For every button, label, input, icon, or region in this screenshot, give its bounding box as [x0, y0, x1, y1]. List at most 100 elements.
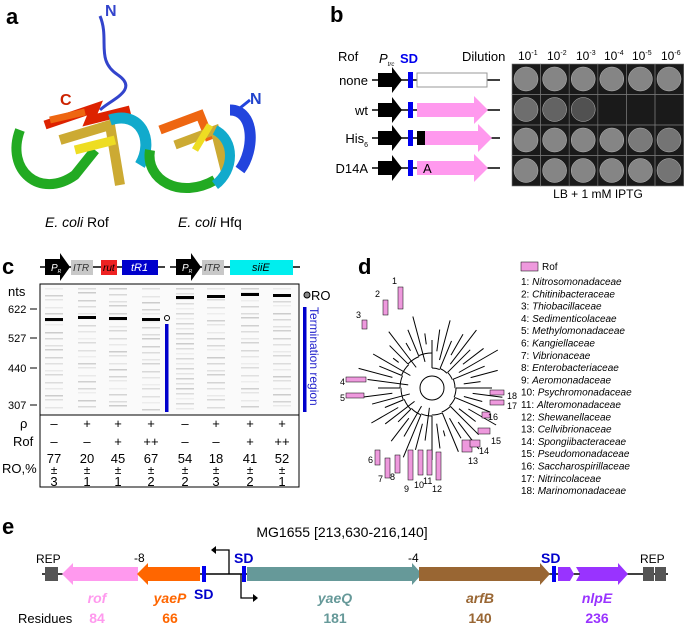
colony-spot: [599, 66, 625, 92]
tree-branch: [454, 397, 491, 413]
leaf-number: 7: [378, 474, 383, 484]
construct-2: PR ITR siiE: [170, 253, 300, 281]
gel-image: [39, 283, 300, 416]
tree-branch: [410, 407, 422, 416]
panel-c-label: c: [2, 254, 14, 279]
colony-spot: [656, 158, 682, 183]
rho-value: –: [181, 416, 189, 431]
tree-branch: [458, 408, 476, 422]
rut-label: rut: [103, 263, 116, 274]
ro-error: 2: [147, 474, 154, 489]
family-legend-item: 18: Marinomonadaceae: [521, 486, 627, 497]
rof-leaf-bar: [469, 439, 481, 448]
tree-branch: [450, 406, 480, 436]
colony-spot: [628, 127, 653, 153]
colony-spot: [542, 127, 567, 153]
gene-name: nlpE: [582, 590, 613, 606]
promoter-arrow-icon: [253, 594, 258, 602]
rho-value: +: [83, 416, 91, 431]
ro-error: 2: [181, 474, 188, 489]
tree-branch: [403, 405, 422, 437]
gel-lane: [273, 288, 291, 407]
gene-residues: 140: [468, 610, 492, 626]
lane-column: + +41±2: [243, 416, 257, 489]
family-legend-item: 4: Sedimenticolaceae: [521, 314, 617, 325]
rho-value: +: [212, 416, 220, 431]
tr1-label: tR1: [131, 262, 148, 274]
rof-value: –: [50, 434, 58, 449]
leaf-number: 14: [479, 446, 489, 456]
empty-vector-box: [416, 72, 488, 88]
gel-lane: [207, 288, 225, 409]
gene-arfb-arrow: [419, 563, 550, 585]
ro-percent: 41: [243, 451, 257, 466]
ro-marker-icon: [303, 291, 311, 299]
rof-value: ++: [274, 434, 289, 449]
colony-spot: [570, 127, 596, 153]
tree-branch: [392, 357, 399, 363]
colony-spot: [542, 66, 567, 92]
leaf-number: 10: [414, 480, 424, 490]
phylogenetic-tree: [358, 316, 503, 460]
lane-column: + – 20±1: [80, 416, 94, 489]
colony-spot: [599, 127, 625, 153]
tree-branch: [472, 392, 503, 398]
gel-band: [78, 316, 96, 319]
colony-spot: [570, 97, 596, 122]
promoter-arrow-icon: [378, 97, 402, 123]
tree-branch: [447, 349, 471, 373]
leaf-number: 1: [392, 276, 397, 286]
leaf-number: 17: [507, 401, 517, 411]
tree-branch: [452, 379, 456, 389]
plus-minus: ±: [51, 463, 58, 477]
nts-label: nts: [8, 284, 26, 299]
rof-gene-arrow: [417, 96, 488, 124]
size-marker: 527: [8, 333, 26, 345]
construct-row: none: [339, 67, 500, 93]
rof-leaf-bar: [489, 389, 505, 396]
tree-branch: [447, 372, 453, 380]
tree-branch: [390, 417, 410, 442]
tree-branch: [397, 408, 412, 423]
rof-value: +: [114, 434, 122, 449]
tree-branch: [414, 423, 423, 450]
leaf-number: 18: [507, 391, 517, 401]
tree-branch: [441, 406, 451, 413]
tree-branch: [418, 352, 433, 357]
plus-minus: ±: [148, 463, 155, 477]
tree-branch: [389, 345, 409, 365]
colony-spot: [656, 127, 682, 153]
ro-error: 1: [278, 474, 285, 489]
colony-spot: [628, 158, 653, 183]
tree-branch: [399, 375, 403, 389]
termination-bar: [303, 307, 307, 412]
tree-branch: [458, 349, 499, 373]
construct-name: D14A: [335, 161, 368, 176]
rho-value: +: [278, 416, 286, 431]
leaf-number: 3: [356, 310, 361, 320]
tree-branch: [358, 367, 393, 378]
panel-b: b Rof Ptrc SD Dilution 10-1 10-2 10-3 10-4 1…: [330, 2, 684, 201]
tree-branch: [424, 407, 430, 441]
leaf-number: 6: [368, 455, 373, 465]
promoter-label: PR: [51, 263, 62, 275]
gel-lane: [142, 288, 160, 411]
lane-table: [39, 414, 300, 488]
construct-name: His6: [345, 131, 368, 149]
family-legend-item: 12: Shewanellaceae: [521, 412, 612, 423]
rho-value: –: [50, 416, 58, 431]
rof-leaf-bar: [361, 319, 368, 330]
promoter-label: PR: [182, 263, 193, 275]
rof-leaf-bar: [477, 427, 491, 435]
tree-branch: [371, 393, 410, 405]
dilution-label: 10-4: [604, 49, 624, 63]
tree-branch: [453, 365, 485, 380]
overlap-label: -4: [408, 551, 419, 565]
rof-n-terminus: N: [105, 3, 117, 20]
tree-branch: [470, 369, 498, 379]
construct-row: D14A A: [335, 154, 500, 182]
family-legend-item: 10: Psychromonadaceae: [521, 388, 632, 399]
ro-marker-icon: [164, 315, 170, 321]
leaf-number: 9: [404, 484, 409, 494]
gene-nlpe-arrow: [576, 563, 628, 585]
